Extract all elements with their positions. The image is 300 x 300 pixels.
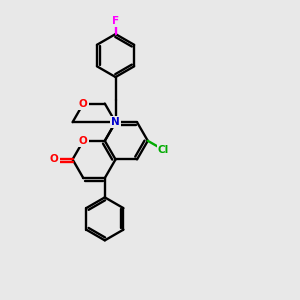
Text: Cl: Cl [158, 145, 169, 155]
Text: O: O [50, 154, 59, 164]
Text: F: F [112, 16, 119, 26]
Text: O: O [79, 99, 88, 109]
Text: N: N [111, 117, 120, 127]
Text: O: O [79, 136, 88, 146]
